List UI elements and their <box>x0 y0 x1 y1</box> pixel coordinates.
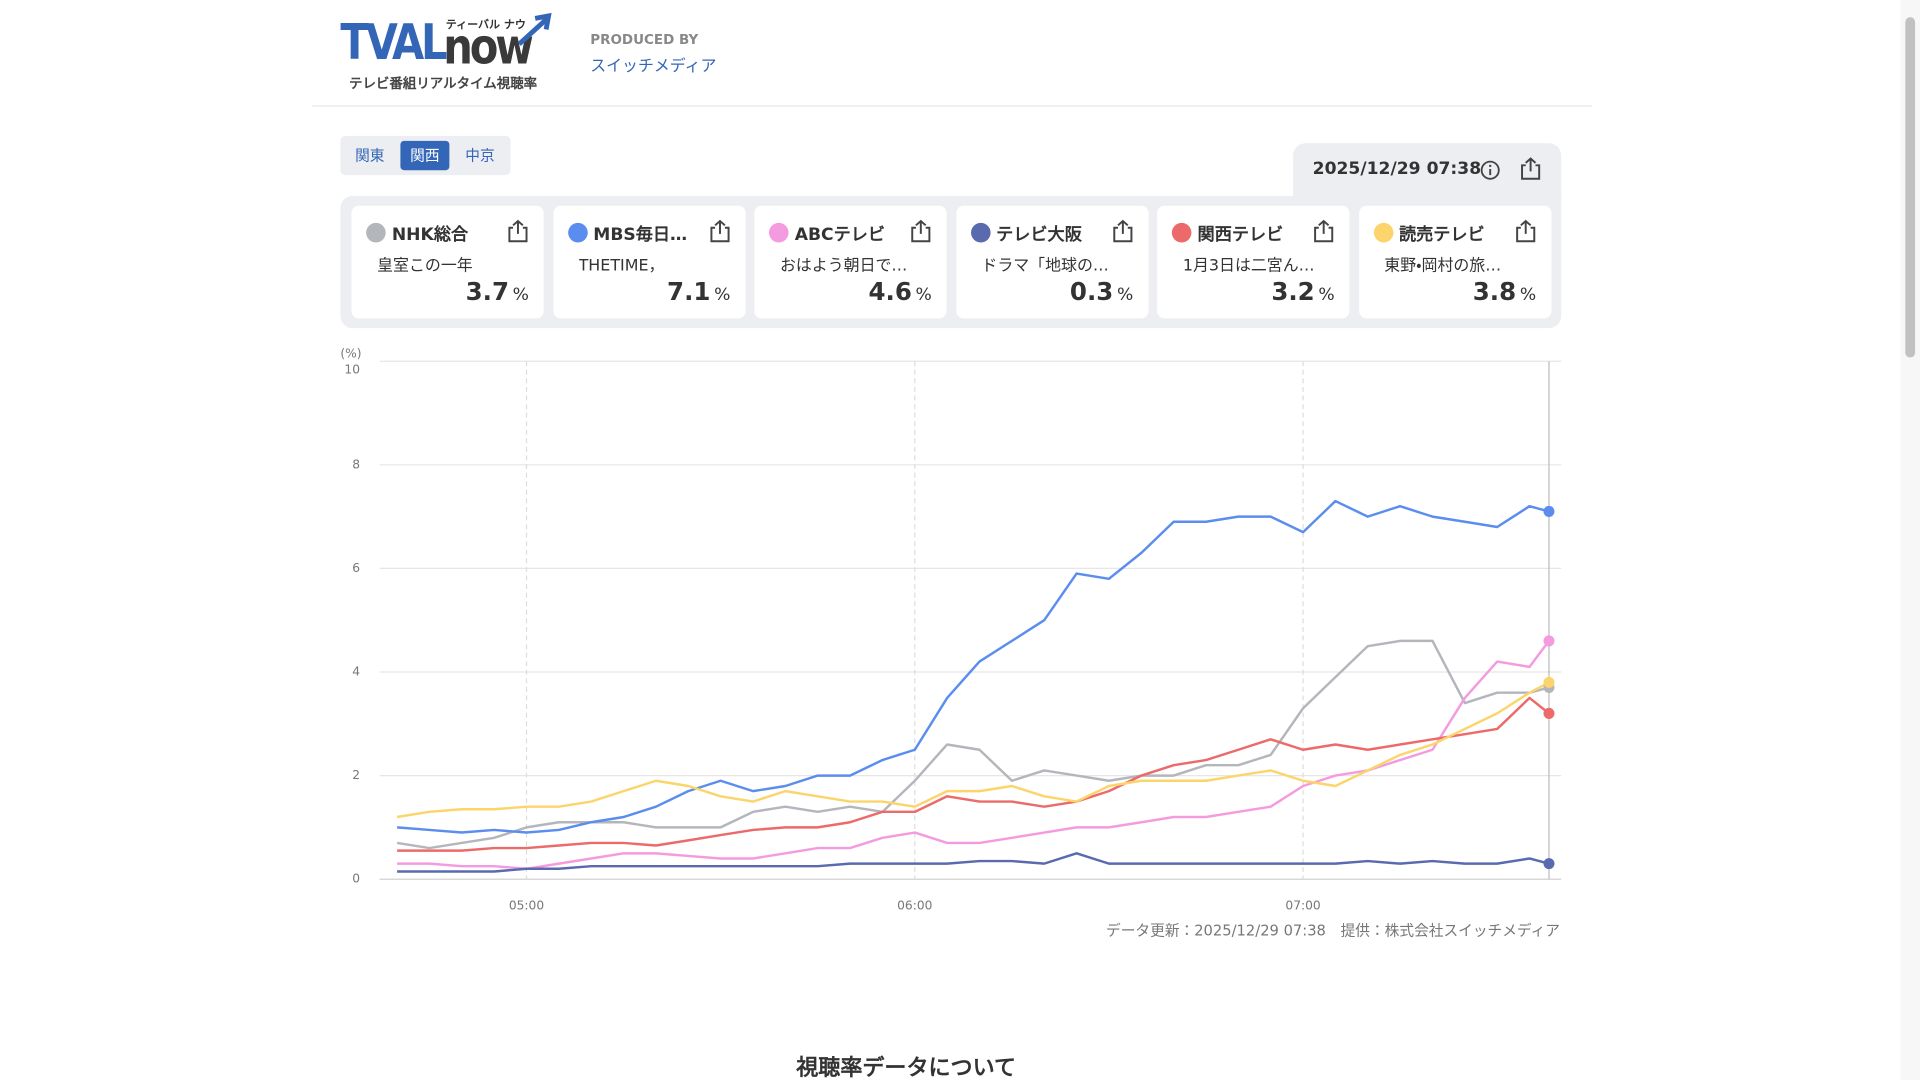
rating-unit: % <box>714 285 731 305</box>
rating-value: 7.1 <box>667 276 711 307</box>
share-icon[interactable] <box>1520 157 1542 181</box>
rating: 7.1% <box>667 277 730 306</box>
share-glyph <box>1314 219 1334 243</box>
share-glyph <box>911 219 931 243</box>
rating-unit: % <box>512 285 529 305</box>
station-card[interactable]: 読売テレビ東野・岡村の旅… 3.8% <box>1358 205 1551 319</box>
region-tab[interactable]: 関東 <box>355 146 385 165</box>
chart: (%) 0 2 4 6 8 10 05:00 06:00 07:00 <box>340 346 1562 913</box>
share-icon[interactable] <box>507 219 529 243</box>
program-name: THETIME， <box>578 257 665 276</box>
section-heading: 視聴率データについて <box>796 1055 1017 1082</box>
station-name: 読売テレビ <box>1398 225 1485 245</box>
scrollbar[interactable] <box>1900 0 1920 1080</box>
share-glyph <box>1515 219 1535 243</box>
station-dot <box>567 222 588 243</box>
station-name: NHK総合 <box>391 225 469 245</box>
last-point <box>1543 676 1555 688</box>
share-glyph <box>709 219 729 243</box>
logo-arrow <box>517 12 552 46</box>
rating: 0.3% <box>1070 277 1133 306</box>
station-card[interactable]: NHK総合皇室この一年 3.7% <box>351 205 544 319</box>
y-tick-label: 4 <box>352 665 360 679</box>
station-card[interactable]: ABCテレビおはよう朝日で… 4.6% <box>754 205 947 319</box>
y-tick-label: 2 <box>352 768 360 782</box>
x-tick-label: 05:00 <box>509 899 544 913</box>
program-name: 皇室この一年 <box>377 257 473 276</box>
update-time: 2025/12/29 07:38 <box>1312 159 1482 179</box>
program-name: 東野・岡村の旅… <box>1384 257 1502 276</box>
last-point <box>1543 635 1555 647</box>
station-dot <box>366 222 386 243</box>
rating: 3.8% <box>1473 277 1536 306</box>
series-line <box>397 852 1550 873</box>
rating-value: 3.8 <box>1472 276 1517 307</box>
region-tab[interactable]: 関西 <box>400 140 450 171</box>
station-dot <box>768 222 789 243</box>
y-tick-label: 0 <box>352 872 360 886</box>
station-dot <box>970 222 990 243</box>
share-icon[interactable] <box>1514 219 1536 243</box>
rating: 4.6% <box>868 277 931 306</box>
produced-by: PRODUCED BY <box>590 31 699 48</box>
share-icon[interactable] <box>1111 219 1133 243</box>
last-point <box>1543 707 1555 719</box>
rating-unit: % <box>1519 285 1537 305</box>
series-line <box>397 640 1550 871</box>
producer-link[interactable]: スイッチメディア <box>590 57 717 76</box>
station-card[interactable]: MBS毎日… THETIME， 7.1% <box>552 205 746 319</box>
data-credit: データ更新：2025/12/29 07:38 提供：株式会社スイッチメディア <box>1106 922 1560 940</box>
last-point <box>1543 858 1555 870</box>
y-unit-label: (%) <box>340 346 361 360</box>
station-dot <box>1171 222 1192 243</box>
station-name: 関西テレビ <box>1197 225 1284 245</box>
rating: 3.2% <box>1271 277 1334 306</box>
share-glyph <box>508 219 528 243</box>
series-line <box>397 696 1550 852</box>
station-card[interactable]: 関西テレビ 1月3日は二宮ん… 3.2% <box>1157 205 1350 319</box>
station-name: テレビ大阪 <box>996 225 1082 245</box>
station-card[interactable]: テレビ大阪ドラマ「地球の… 0.3% <box>955 205 1148 319</box>
share-icon[interactable] <box>910 219 932 243</box>
region-tab[interactable]: 中京 <box>465 146 495 165</box>
share-icon[interactable] <box>1313 219 1335 243</box>
tagline: テレビ番組リアルタイム視聴率 <box>348 75 538 92</box>
series-line <box>397 499 1550 834</box>
share-icon[interactable] <box>708 219 730 243</box>
region-tabs: 関東 関西 中京 <box>340 135 511 176</box>
program-name: ドラマ「地球の… <box>981 257 1109 276</box>
y-tick-label: 6 <box>352 561 360 575</box>
rating-unit: % <box>1318 285 1335 305</box>
logo-main[interactable]: TVAL <box>340 14 447 72</box>
logo-kana: ティーバル ナウ <box>445 19 526 32</box>
rating: 3.7% <box>466 277 529 306</box>
station-name: ABCテレビ <box>794 225 886 245</box>
y-tick-label: 10 <box>344 362 360 376</box>
program-name: おはよう朝日で… <box>780 257 908 276</box>
rating-value: 4.6 <box>868 276 912 307</box>
rating-value: 3.7 <box>465 276 510 307</box>
x-tick-label: 07:00 <box>1285 899 1320 913</box>
station-name: MBS毎日… <box>593 225 688 245</box>
info-icon[interactable] <box>1479 159 1501 181</box>
rating-value: 0.3 <box>1069 276 1114 307</box>
scroll-thumb[interactable] <box>1905 17 1916 358</box>
rating-value: 3.2 <box>1271 276 1315 307</box>
station-cards: NHK総合 皇室この一年 3.7% MBS毎日… THETIME， 7.1% ABCテレビお… <box>340 195 1562 329</box>
y-tick-label: 8 <box>352 457 360 471</box>
logo-sub[interactable]: now <box>443 19 533 76</box>
program-name: 1月3日は二宮ん… <box>1182 257 1315 276</box>
divider <box>312 105 1592 107</box>
x-tick-label: 06:00 <box>897 899 932 913</box>
last-point <box>1543 505 1555 517</box>
rating-unit: % <box>915 285 932 305</box>
series-line <box>396 681 1550 819</box>
share-glyph <box>1112 219 1132 243</box>
date-box: 2025/12/29 07:38 <box>1293 143 1562 203</box>
rating-unit: % <box>1116 285 1134 305</box>
station-dot <box>1373 222 1393 243</box>
